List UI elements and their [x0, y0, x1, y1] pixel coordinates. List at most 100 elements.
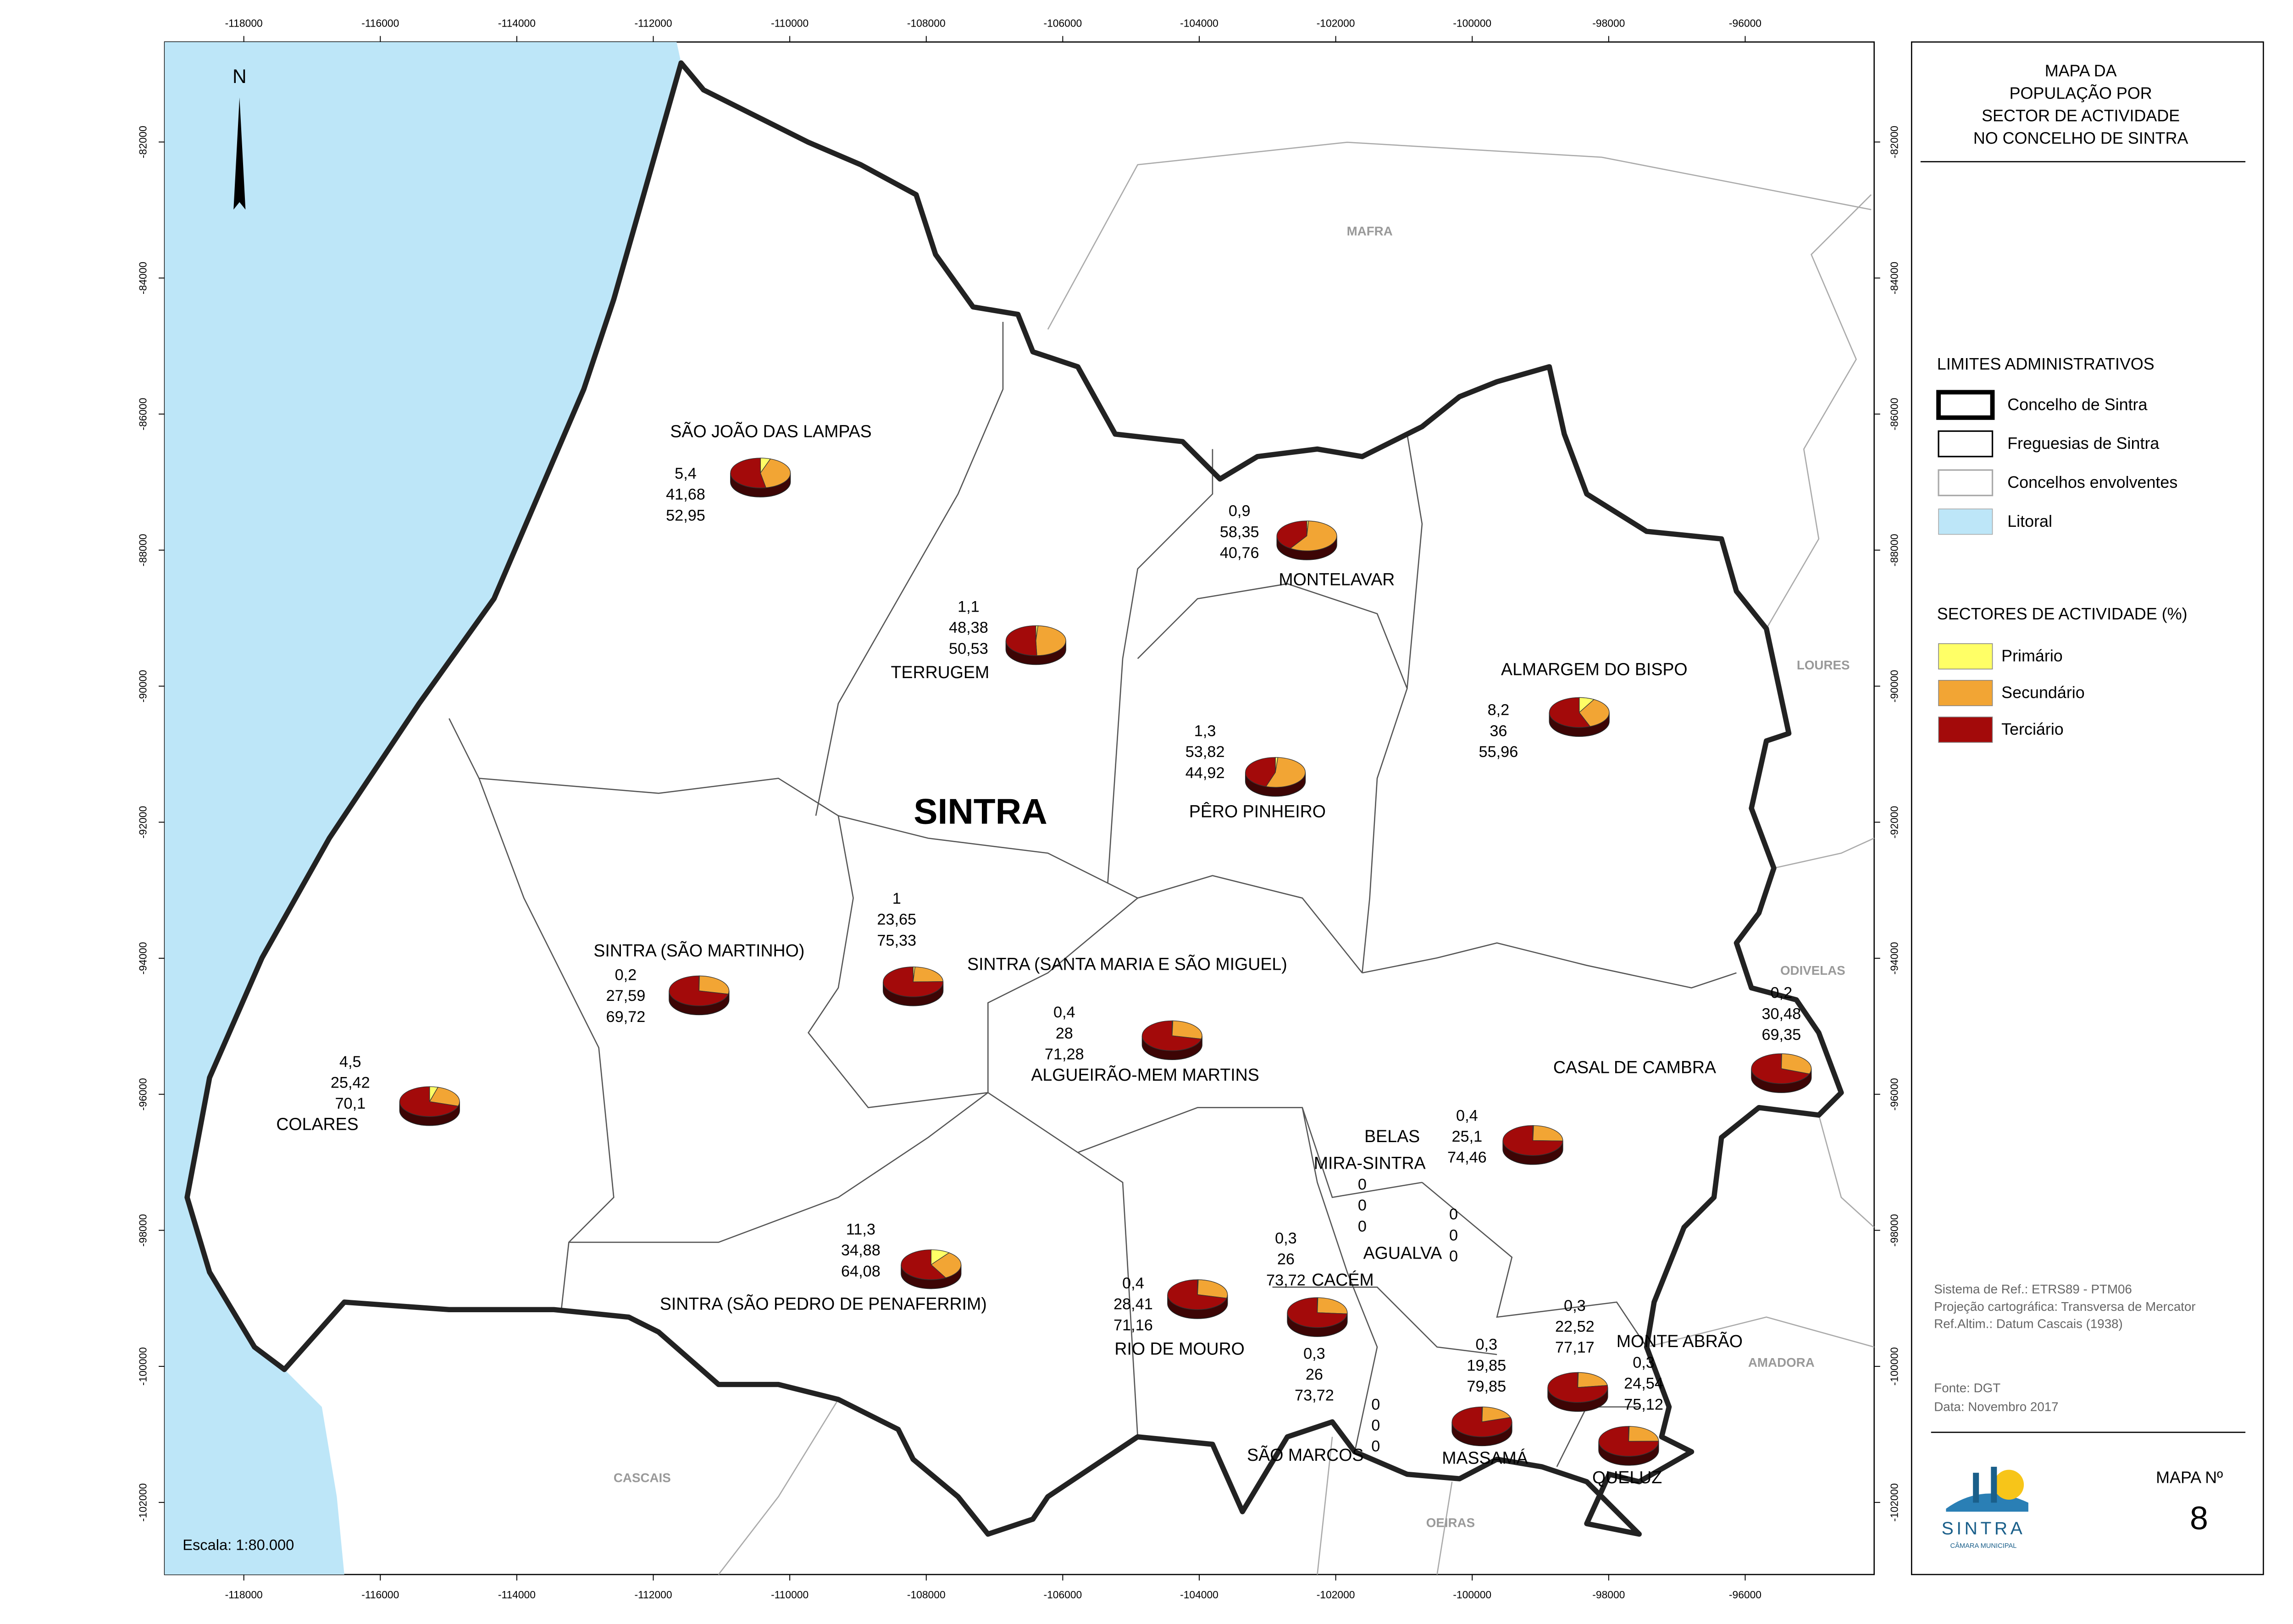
pie-slice [1005, 625, 1037, 656]
parish-boundary [1302, 1107, 1378, 1452]
value-label: 0,3 [1564, 1297, 1586, 1315]
value-label: 53,82 [1185, 743, 1225, 761]
value-label: 64,08 [841, 1263, 881, 1280]
parish-name: SINTRA (SÃO PEDRO DE PENAFERRIM) [660, 1294, 987, 1313]
parish: ALGUEIRÃO-MEM MARTINS 0,4 28 71,28 [1031, 1004, 1259, 1084]
y-tick-label: -84000 [137, 262, 149, 294]
legend-panel: LIMITES ADMINISTRATIVOS SECTORES DE ACTI… [1911, 41, 2264, 1575]
pie-slice [1451, 1406, 1512, 1437]
pie-slice [1481, 1406, 1511, 1422]
neighbor-label: MAFRA [1347, 224, 1393, 238]
value-label: 11,3 [846, 1221, 875, 1238]
neighbor-boundary [1818, 1115, 1875, 1228]
parish-name: CASAL DE CAMBRA [1553, 1058, 1716, 1077]
parish: SINTRA (SANTA MARIA E SÃO MIGUEL) 1 23,65 7… [877, 890, 1287, 1006]
y-tick-label: -94000 [137, 942, 149, 974]
parish-boundary [808, 815, 988, 1109]
legend-title: POPULAÇÃO POR [2010, 84, 2152, 102]
y-tick-label: -88000 [137, 534, 149, 566]
x-tick-label: -106000 [1043, 17, 1082, 29]
value-label: 0,4 [1053, 1004, 1075, 1021]
y-tick-label: -82000 [137, 126, 149, 158]
parish-name: MASSAMÁ [1442, 1448, 1528, 1468]
map-number-label: MAPA Nº [2156, 1469, 2223, 1487]
pie-slice [1317, 1297, 1348, 1315]
value-label: 44,92 [1185, 764, 1225, 782]
value-label: 0,4 [1122, 1275, 1144, 1292]
value-label: 28 [1056, 1025, 1073, 1042]
value-label: 0,3 [1475, 1336, 1497, 1353]
value-label: 0 [1371, 1438, 1380, 1455]
north-arrow [233, 97, 246, 210]
pie-slice [1036, 625, 1066, 656]
value-label: 50,53 [949, 640, 988, 657]
parish: TERRUGEM 1,1 48,38 50,53 [891, 598, 1066, 682]
value-label: 36 [1490, 722, 1507, 740]
value-label: 41,68 [666, 486, 705, 503]
value-label: 28,41 [1113, 1296, 1153, 1313]
parish-boundary [1272, 1287, 1497, 1355]
x-tick-label: -116000 [361, 17, 399, 29]
neighbor-label: LOURES [1797, 658, 1850, 672]
x-tick-label: -116000 [361, 1589, 399, 1601]
value-label: 69,72 [606, 1008, 646, 1026]
y-tick-label: -90000 [1888, 670, 1900, 702]
parish-boundary [449, 718, 1138, 899]
pie-slice [1197, 1279, 1228, 1299]
legend-frame [1911, 41, 2264, 1575]
x-tick-label: -118000 [225, 17, 263, 29]
x-tick-label: -108000 [907, 1589, 946, 1601]
parish-name: TERRUGEM [891, 663, 990, 682]
value-label: 26 [1306, 1366, 1323, 1383]
neighbor-label: OEIRAS [1426, 1515, 1475, 1530]
parish: CACÉM 0,3 26 73,72 [1266, 1230, 1374, 1337]
x-tick-label: -100000 [1453, 1589, 1491, 1601]
neighbor-boundary [1646, 1316, 1875, 1348]
value-label: 0,9 [1229, 503, 1251, 520]
pie-slice [1781, 1053, 1812, 1074]
value-label: 79,85 [1467, 1378, 1506, 1395]
parish: SÃO JOÃO DAS LAMPAS 5,4 41,68 52,95 [666, 421, 872, 524]
neighbor-label: AMADORA [1748, 1355, 1815, 1370]
parish-boundary [987, 875, 1363, 1093]
y-tick-label: -102000 [1888, 1483, 1900, 1522]
value-label: 19,85 [1467, 1357, 1506, 1374]
y-tick-label: -86000 [1888, 398, 1900, 431]
legend-swatch [1938, 508, 1993, 535]
x-tick-label: -96000 [1729, 17, 1761, 29]
value-label: 0 [1358, 1176, 1367, 1193]
y-tick-label: -86000 [137, 398, 149, 431]
parish-name: MONTE ABRÃO [1617, 1331, 1743, 1351]
value-label: 0,2 [1771, 984, 1793, 1002]
parish: CASAL DE CAMBRA 0,2 30,48 69,35 [1553, 984, 1812, 1093]
legend-label: Freguesias de Sintra [2007, 434, 2159, 453]
y-tick-label: -92000 [1888, 806, 1900, 839]
parish: SINTRA (SÃO PEDRO DE PENAFERRIM) 11,3 34,8… [660, 1221, 987, 1313]
pie-slice [883, 967, 944, 997]
x-tick-label: -98000 [1592, 1589, 1625, 1601]
parish-boundary [1362, 942, 1737, 989]
x-tick-label: -114000 [498, 17, 536, 29]
parish-name: SÃO JOÃO DAS LAMPAS [670, 421, 871, 441]
municipality-boundary [184, 60, 1844, 1537]
x-tick-label: -96000 [1729, 1589, 1761, 1601]
pie-slice [1547, 1372, 1608, 1403]
y-tick-label: -96000 [137, 1078, 149, 1110]
x-tick-label: -112000 [634, 1589, 672, 1601]
parish-name: COLARES [276, 1115, 358, 1134]
parish: MONTELAVAR 0,9 58,35 40,76 [1220, 503, 1395, 589]
legend-label: Secundário [2001, 684, 2085, 702]
value-label: 0 [1449, 1248, 1458, 1265]
legend-swatch [1936, 390, 1995, 420]
value-label: 4,5 [339, 1053, 361, 1071]
pie-slice [730, 458, 767, 488]
value-label: 1,1 [958, 598, 980, 615]
legend-title: MAPA DA [2045, 61, 2117, 80]
y-tick-label: -88000 [1888, 534, 1900, 566]
x-tick-label: -114000 [498, 1589, 536, 1601]
value-label: 77,17 [1555, 1339, 1595, 1356]
pie-slice [1141, 1020, 1202, 1051]
pie-slice [1167, 1279, 1227, 1310]
value-label: 71,16 [1113, 1316, 1153, 1334]
